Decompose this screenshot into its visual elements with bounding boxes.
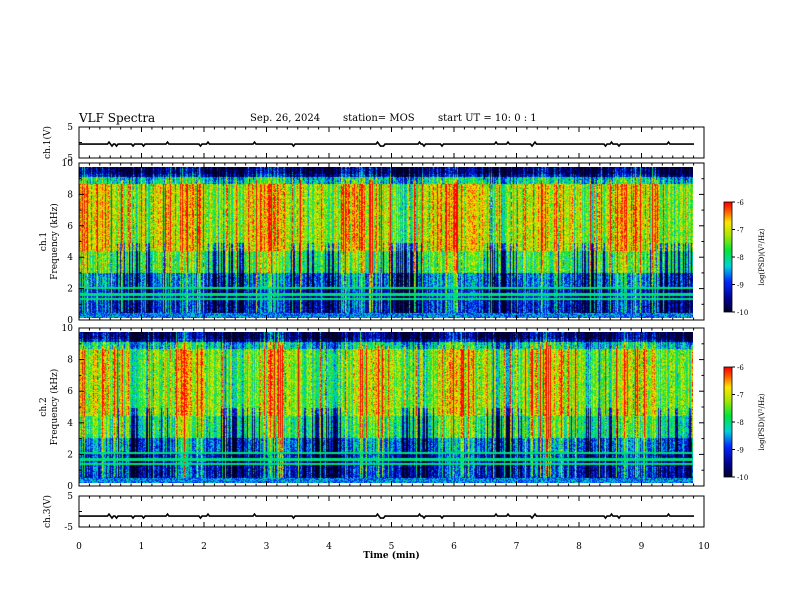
x-axis-label: Time (min) bbox=[363, 550, 420, 561]
panel-frame-2 bbox=[78, 327, 705, 487]
y-axis-label-channel: ch.1 bbox=[39, 232, 49, 251]
y-tick-label: 10 bbox=[62, 159, 74, 169]
colorbar-tick-label: -6 bbox=[737, 364, 744, 372]
ch1-spectrogram bbox=[79, 167, 693, 318]
y-tick-label: 6 bbox=[67, 222, 73, 232]
x-tick-label: 8 bbox=[576, 542, 582, 552]
start-ut-label: start UT = 10: 0 : 1 bbox=[438, 113, 537, 124]
x-tick-label: 0 bbox=[76, 542, 82, 552]
y-axis-label-frequency: Frequency (kHz) bbox=[49, 369, 60, 446]
panel-frame-1 bbox=[78, 162, 705, 321]
x-tick-label: 6 bbox=[451, 542, 457, 552]
colorbar-tick-label: -10 bbox=[737, 474, 748, 482]
x-tick-label: 5 bbox=[389, 542, 395, 552]
colorbar-label: log(PSD)(V²/Hz) bbox=[758, 228, 766, 285]
y-axis-label: ch.1(V) bbox=[42, 126, 53, 159]
colorbar-tick-label: -7 bbox=[737, 392, 744, 400]
y-tick-label: 0 bbox=[67, 482, 73, 492]
colorbar-tick-label: -10 bbox=[737, 309, 748, 317]
y-tick-label: 10 bbox=[62, 324, 74, 334]
x-tick-label: 9 bbox=[639, 542, 645, 552]
x-tick-label: 10 bbox=[698, 542, 710, 552]
ch2-colorbar bbox=[724, 367, 732, 477]
signal-trace-3 bbox=[79, 512, 694, 520]
colorbar-tick-label: -9 bbox=[737, 447, 744, 455]
y-axis-label-channel: ch.2 bbox=[39, 397, 49, 416]
colorbar-tick-label: -6 bbox=[737, 199, 744, 207]
y-tick-label: 5 bbox=[67, 123, 73, 133]
colorbar-label: log(PSD)(V²/Hz) bbox=[758, 393, 766, 450]
y-tick-label: -5 bbox=[64, 154, 73, 164]
colorbar-tick-label: -9 bbox=[737, 282, 744, 290]
colorbar-frame bbox=[723, 366, 733, 478]
y-tick-label: 6 bbox=[67, 387, 73, 397]
date-label: Sep. 26, 2024 bbox=[250, 113, 321, 124]
signal-trace-0 bbox=[79, 140, 694, 148]
axes-layer bbox=[78, 126, 735, 528]
colorbar-frame bbox=[723, 201, 733, 313]
colorbar-tick-label: -8 bbox=[737, 419, 744, 427]
x-tick-label: 2 bbox=[201, 542, 207, 552]
x-tick-label: 7 bbox=[514, 542, 520, 552]
y-tick-label: 8 bbox=[67, 356, 73, 366]
y-tick-label: 8 bbox=[67, 190, 73, 200]
y-tick-label: 4 bbox=[67, 253, 73, 263]
x-tick-label: 4 bbox=[326, 542, 332, 552]
y-tick-label: 2 bbox=[67, 450, 73, 460]
x-tick-label: 3 bbox=[264, 542, 270, 552]
y-axis-label-frequency: Frequency (kHz) bbox=[49, 203, 60, 280]
y-tick-label: -5 bbox=[64, 523, 73, 533]
x-tick-label: 1 bbox=[139, 542, 145, 552]
y-axis-label: ch.3(V) bbox=[42, 495, 53, 528]
y-tick-label: 0 bbox=[67, 316, 73, 326]
colorbar-tick-label: -7 bbox=[737, 227, 744, 235]
ch1-colorbar bbox=[724, 202, 732, 312]
station-label: station= MOS bbox=[343, 113, 415, 124]
colorbar-tick-label: -8 bbox=[737, 254, 744, 262]
y-tick-label: 5 bbox=[67, 492, 73, 502]
y-tick-label: 4 bbox=[67, 419, 73, 429]
ch2-spectrogram bbox=[79, 332, 693, 483]
chart-title: VLF Spectra bbox=[79, 111, 156, 125]
y-tick-label: 2 bbox=[67, 285, 73, 295]
